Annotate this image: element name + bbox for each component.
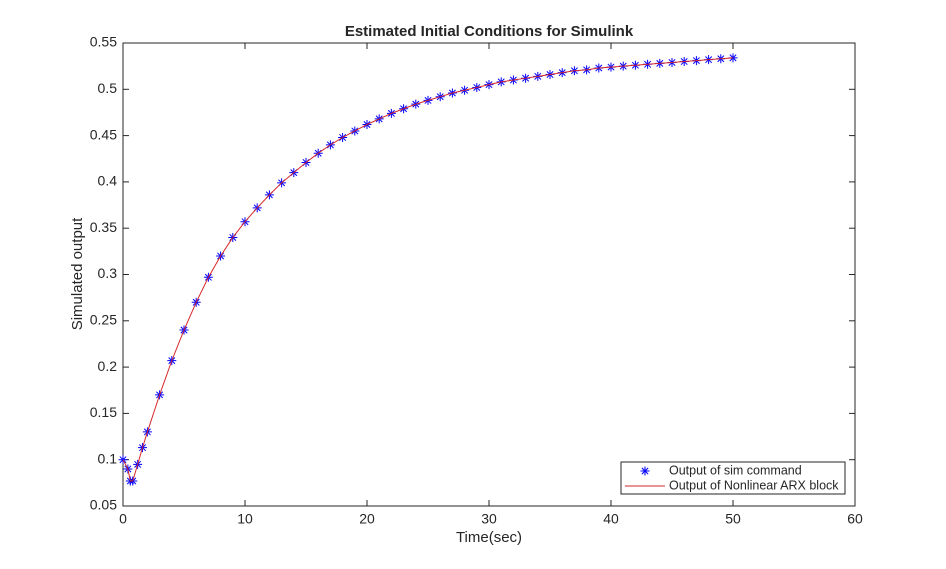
legend-swatch [640,466,650,476]
y-tick-label: 0.15 [90,404,117,420]
y-tick-label: 0.55 [90,34,117,50]
legend-label: Output of sim command [669,463,802,477]
x-tick-label: 40 [603,511,619,527]
y-tick-label: 0.4 [98,173,118,189]
data-line [122,57,734,482]
y-tick-label: 0.25 [90,312,117,328]
y-tick-label: 0.2 [98,358,118,374]
x-axis-label: Time(sec) [456,529,522,546]
y-tick-label: 0.05 [90,497,117,513]
legend-label: Output of Nonlinear ARX block [669,478,839,492]
chart-title: Estimated Initial Conditions for Simulin… [345,23,634,40]
y-axis-label: Simulated output [69,217,86,330]
y-tick-label: 0.45 [90,126,117,142]
x-tick-label: 0 [119,511,127,527]
x-tick-label: 30 [481,511,497,527]
x-tick-label: 10 [237,511,253,527]
y-tick-label: 0.1 [98,450,118,466]
y-tick-label: 0.5 [98,80,118,96]
x-tick-label: 20 [359,511,375,527]
x-tick-label: 60 [847,511,863,527]
x-tick-label: 50 [725,511,741,527]
y-tick-label: 0.35 [90,219,117,235]
y-tick-label: 0.3 [98,265,118,281]
legend-box [620,461,846,495]
